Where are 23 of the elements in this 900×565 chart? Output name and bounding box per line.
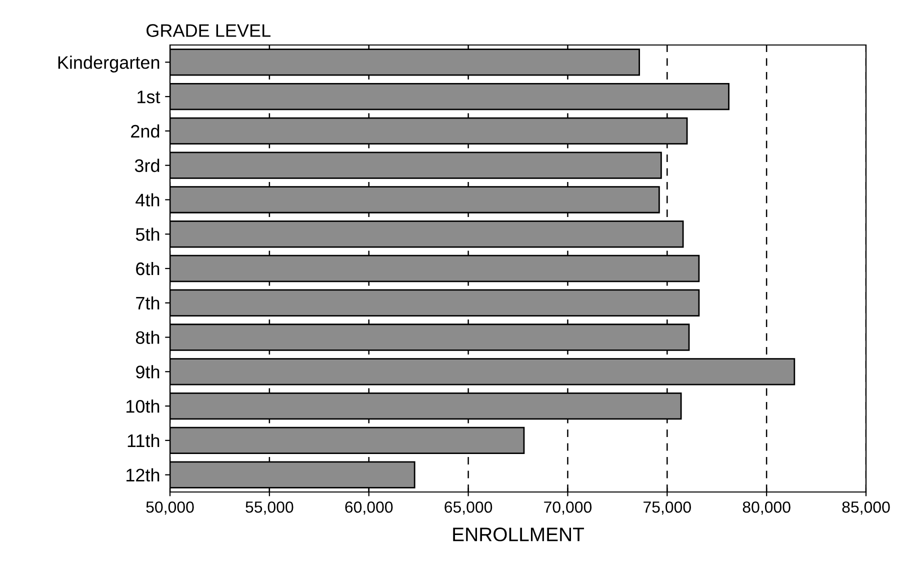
y-axis-title: GRADE LEVEL bbox=[146, 24, 270, 37]
x-tick-label: 50,000 bbox=[146, 501, 194, 515]
x-tick-label: 85,000 bbox=[842, 501, 890, 515]
x-tick-label: 65,000 bbox=[444, 501, 492, 515]
y-tick-label: 7th bbox=[136, 296, 160, 310]
y-tick-label: 12th bbox=[126, 468, 160, 482]
y-tick-label: 4th bbox=[136, 193, 160, 206]
y-tick-label: 5th bbox=[136, 228, 160, 241]
y-tick-label: 10th bbox=[126, 399, 160, 413]
x-axis-title: ENROLLMENT bbox=[453, 528, 584, 542]
y-tick-label: 11th bbox=[128, 434, 160, 448]
x-tick-label: 55,000 bbox=[246, 501, 294, 515]
y-tick-label: Kindergarten bbox=[58, 56, 160, 72]
y-tick-label: 3rd bbox=[134, 158, 160, 172]
y-tick-label: 2nd bbox=[131, 124, 160, 138]
x-tick-label: 80,000 bbox=[742, 501, 790, 515]
y-tick-label: 6th bbox=[136, 262, 160, 276]
y-tick-label: 8th bbox=[136, 330, 160, 344]
x-tick-label: 60,000 bbox=[345, 501, 393, 515]
y-tick-label: 9th bbox=[136, 365, 160, 378]
x-tick-label: 70,000 bbox=[544, 501, 592, 515]
y-tick-label: 1st bbox=[138, 90, 160, 104]
x-tick-label: 75,000 bbox=[644, 501, 691, 515]
